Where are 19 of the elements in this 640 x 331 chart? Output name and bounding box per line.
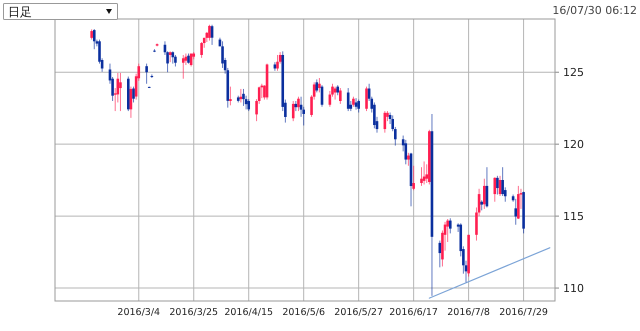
y-tick-label: 110 — [563, 282, 584, 296]
candlestick — [512, 194, 514, 202]
x-tick-label: 2016/5/6 — [282, 307, 326, 318]
candlestick — [236, 95, 240, 103]
y-tick-label: 120 — [563, 138, 584, 152]
x-tick-label: 2016/4/15 — [224, 307, 274, 318]
x-tick-label: 2016/3/4 — [117, 307, 160, 318]
y-tick-label: 115 — [563, 210, 584, 224]
x-tick-label: 2016/7/29 — [499, 307, 548, 318]
x-tick-label: 2016/5/27 — [334, 307, 384, 318]
text: 16/07/30 06:12 — [552, 4, 637, 17]
period-select: 日足 — [3, 3, 118, 20]
candlestick — [218, 37, 222, 47]
x-tick-label: 2016/6/17 — [389, 307, 438, 318]
x-tick-label: 2016/3/25 — [169, 307, 218, 318]
x-tick-label: 2016/7/8 — [447, 307, 490, 318]
candlestick — [148, 86, 151, 89]
candlestick — [274, 62, 276, 72]
y-tick-label: 125 — [563, 66, 584, 80]
